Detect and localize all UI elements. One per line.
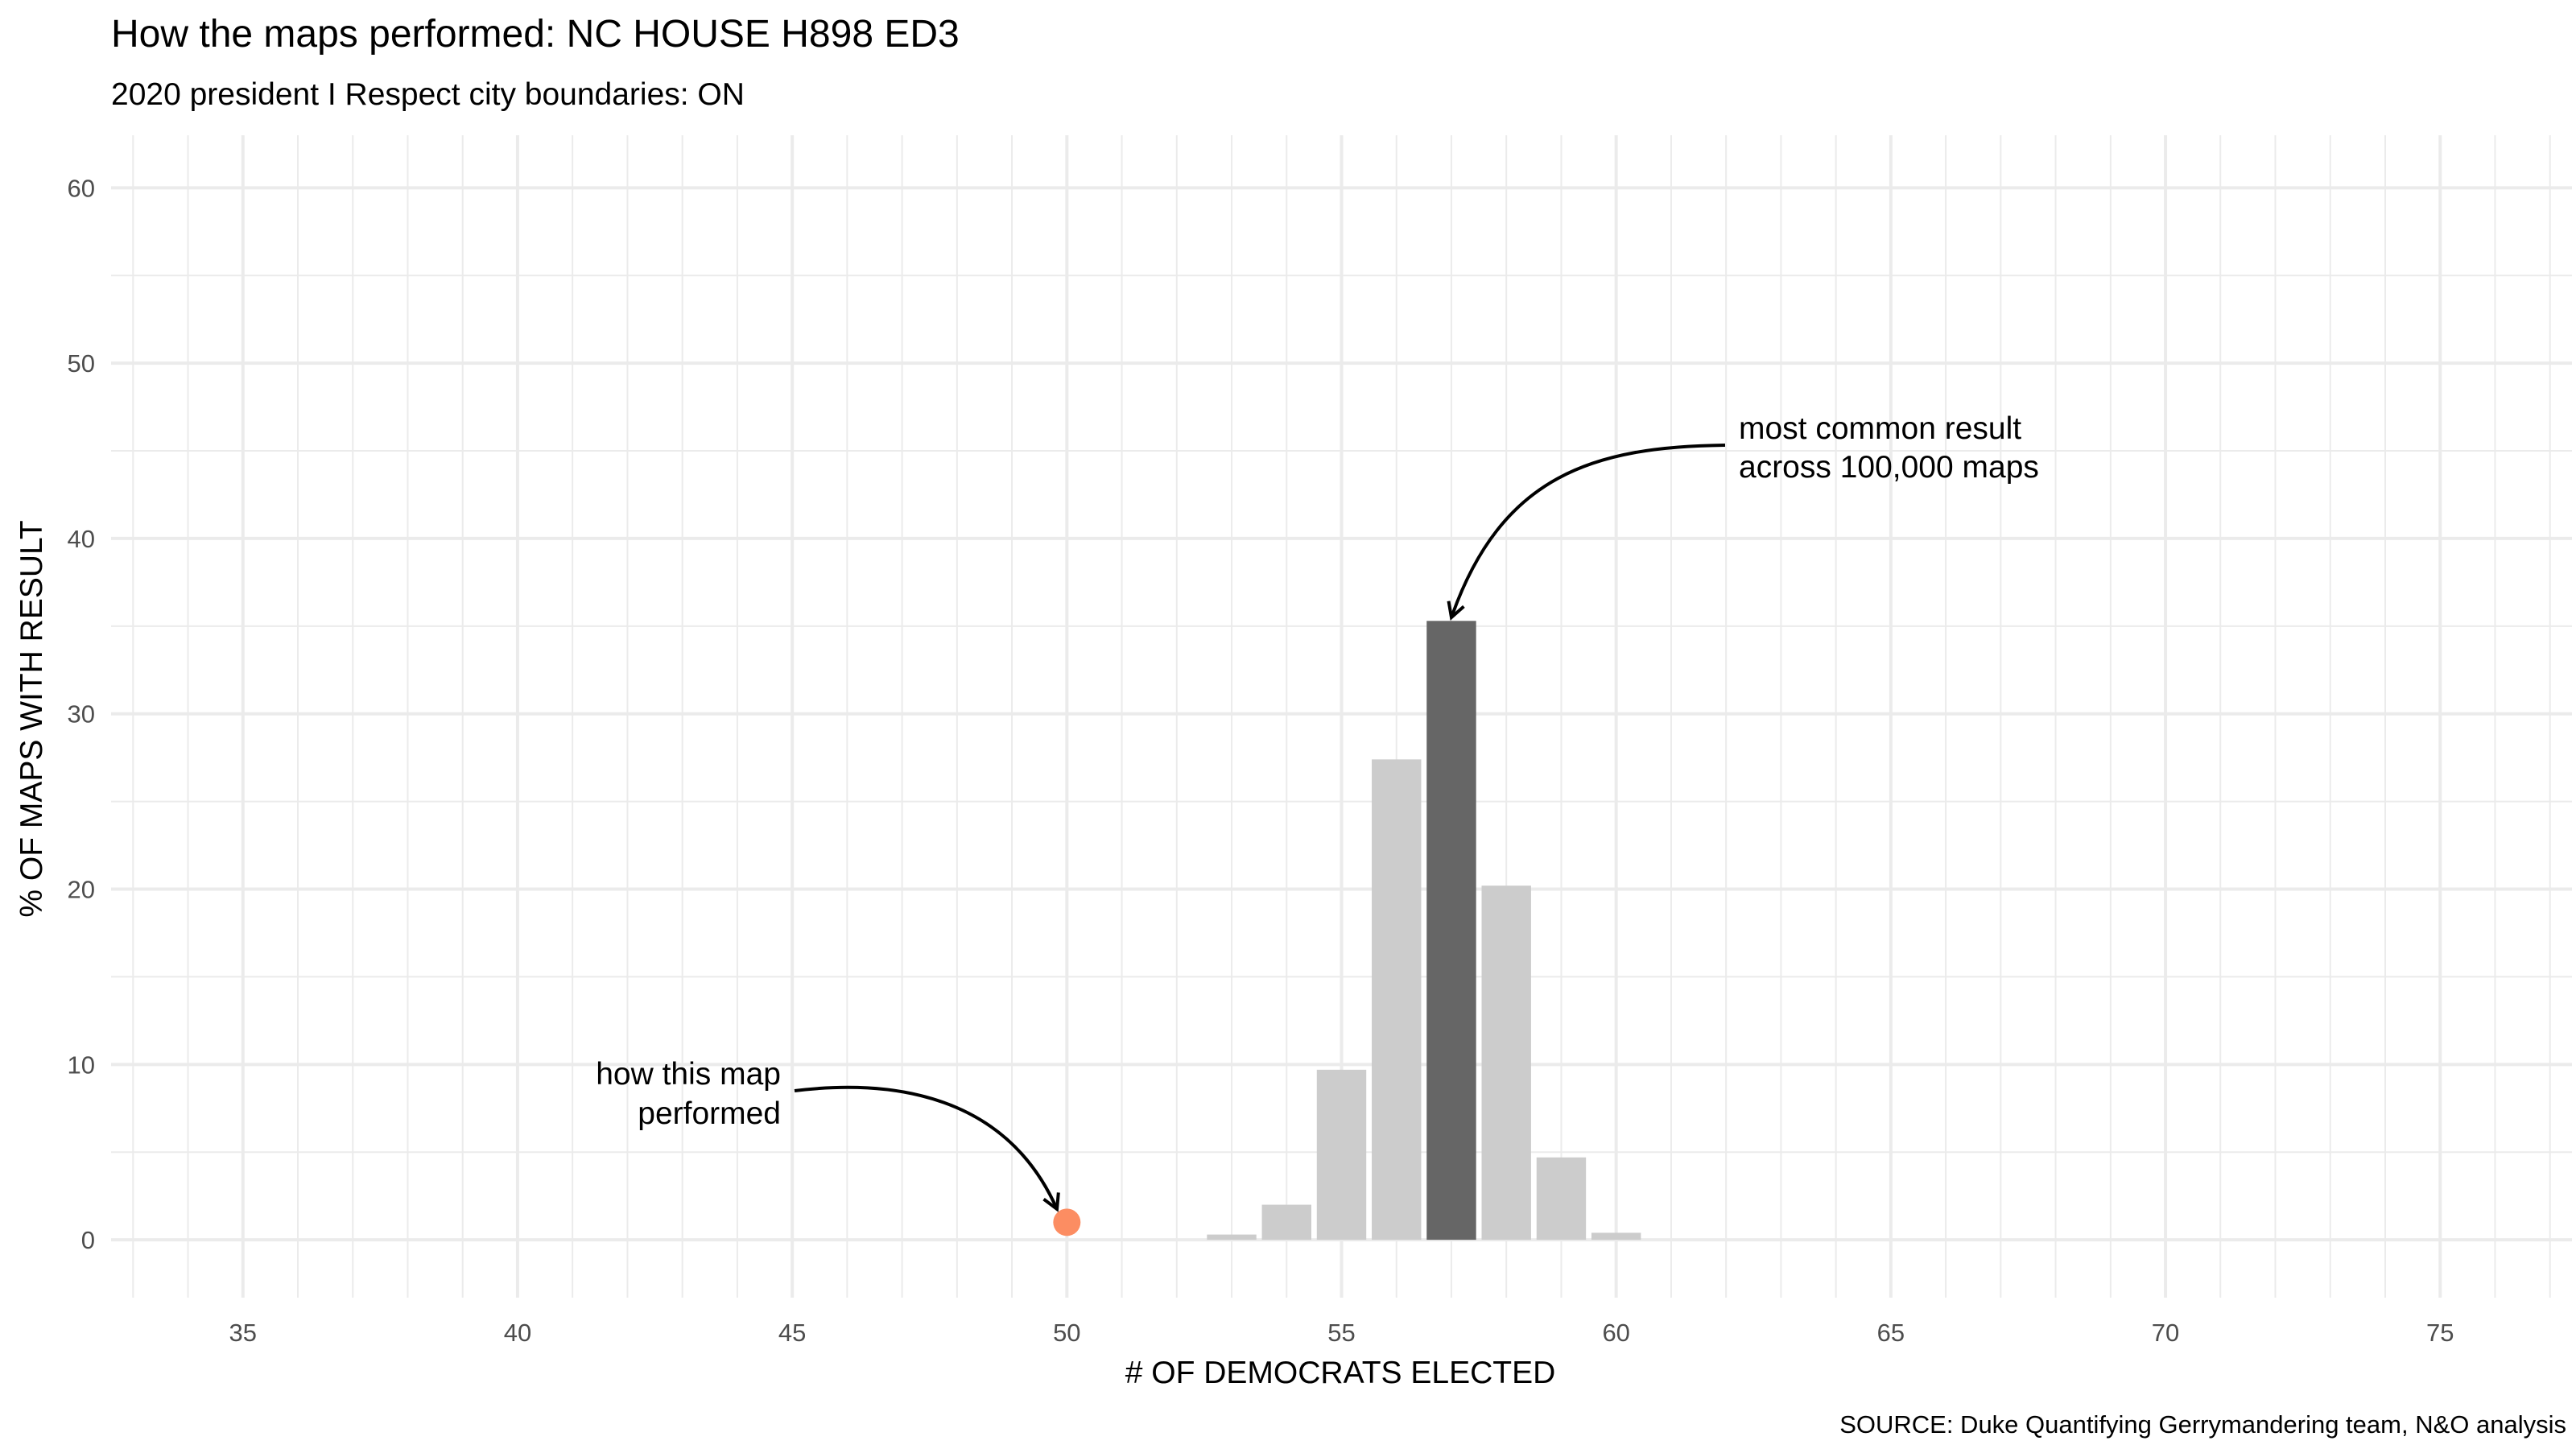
y-tick-label: 30 — [68, 700, 95, 729]
x-tick-label: 40 — [504, 1319, 531, 1347]
y-tick-labels: 0 10 20 30 40 50 60 — [68, 174, 95, 1254]
x-tick-label: 65 — [1877, 1319, 1905, 1347]
x-tick-label: 70 — [2152, 1319, 2179, 1347]
this-map-point — [1053, 1208, 1081, 1236]
bar — [1591, 1232, 1641, 1241]
x-tick-label: 45 — [778, 1319, 806, 1347]
bar — [1481, 886, 1531, 1241]
chart-title: How the maps performed: NC HOUSE H898 ED… — [111, 13, 960, 56]
mode-annotation-line-1: most common result — [1739, 411, 2021, 446]
bar-mode — [1426, 621, 1476, 1241]
bars — [1207, 621, 1641, 1241]
point-layer — [1053, 1208, 1081, 1236]
x-tick-label: 60 — [1602, 1319, 1629, 1347]
point-annotation-arrow — [794, 1085, 1057, 1209]
y-tick-label: 20 — [68, 876, 95, 904]
y-axis-title: % OF MAPS WITH RESULT — [14, 520, 49, 917]
x-tick-label: 50 — [1053, 1319, 1080, 1347]
x-tick-label: 55 — [1327, 1319, 1355, 1347]
y-tick-label: 0 — [81, 1226, 95, 1254]
y-tick-label: 10 — [68, 1051, 95, 1079]
chart-subtitle: 2020 president I Respect city boundaries… — [111, 77, 745, 112]
y-tick-label: 60 — [68, 174, 95, 202]
point-annotation-line-2: performed — [638, 1096, 781, 1131]
bar — [1372, 759, 1422, 1241]
x-tick-labels: 35 40 45 50 55 60 65 70 75 — [229, 1319, 2454, 1347]
mode-annotation-arrow — [1451, 444, 1726, 617]
x-tick-label: 35 — [229, 1319, 257, 1347]
point-annotation-line-1: how this map — [596, 1057, 781, 1092]
bar — [1261, 1204, 1311, 1241]
bar — [1316, 1069, 1367, 1241]
x-axis-title: # OF DEMOCRATS ELECTED — [1125, 1356, 1556, 1390]
mode-annotation: most common result across 100,000 maps — [1451, 411, 2039, 617]
x-tick-label: 75 — [2426, 1319, 2454, 1347]
point-annotation: how this map performed — [596, 1057, 1057, 1209]
bar — [1207, 1234, 1257, 1241]
y-tick-label: 50 — [68, 349, 95, 378]
bar — [1536, 1157, 1587, 1241]
y-tick-label: 40 — [68, 525, 95, 553]
mode-annotation-line-2: across 100,000 maps — [1739, 450, 2039, 485]
source-caption: SOURCE: Duke Quantifying Gerrymandering … — [1839, 1410, 2566, 1439]
